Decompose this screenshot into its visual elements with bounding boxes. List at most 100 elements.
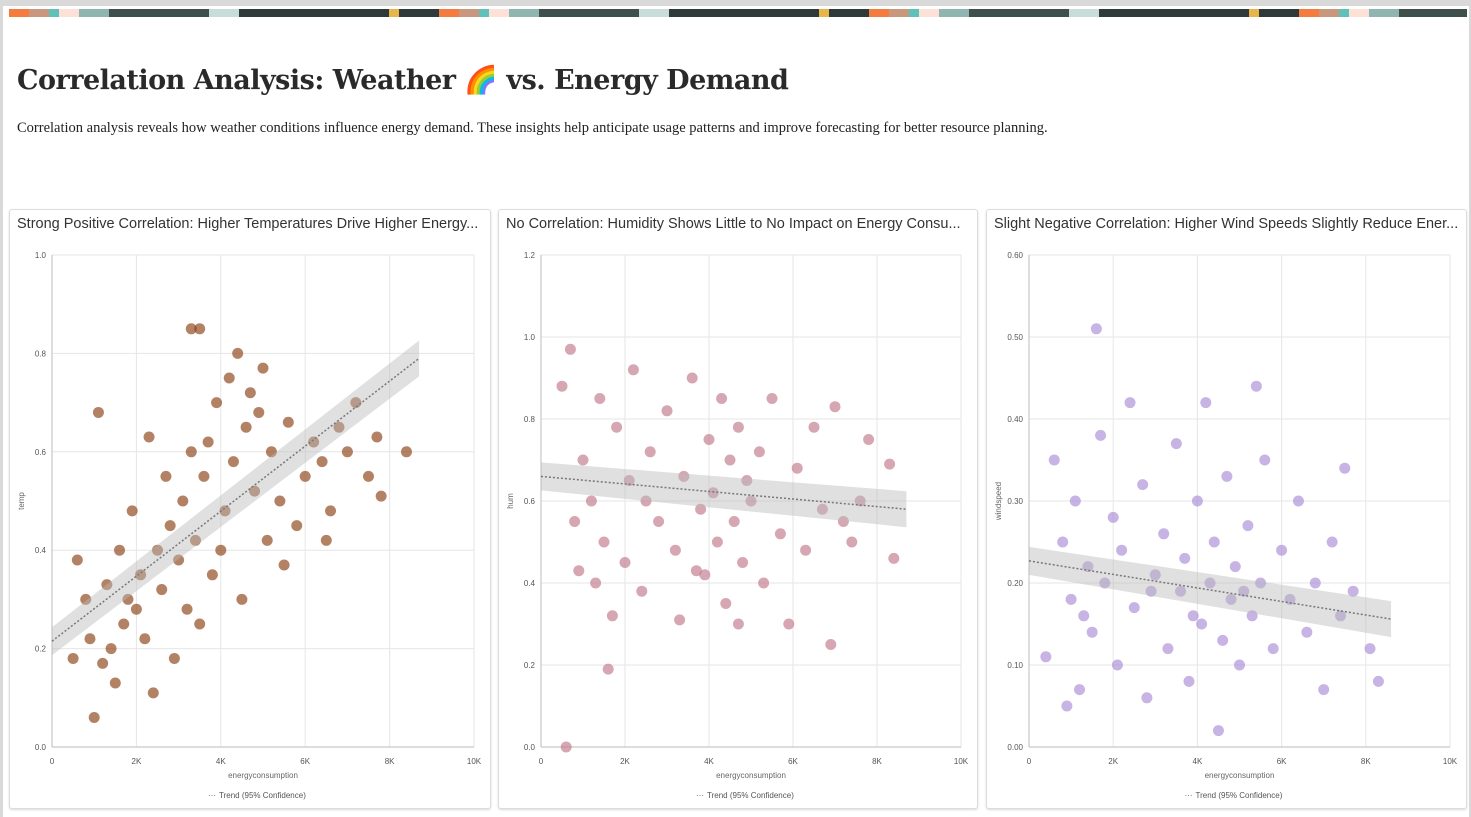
data-point xyxy=(707,487,719,499)
data-point xyxy=(640,495,652,507)
data-point xyxy=(164,520,176,532)
data-point xyxy=(569,516,581,527)
x-tick-label: 8K xyxy=(385,757,395,766)
data-point xyxy=(152,544,163,556)
data-point xyxy=(800,544,812,556)
data-point xyxy=(1242,520,1254,532)
y-tick-label: 1.0 xyxy=(524,333,536,342)
y-tick-label: 0.40 xyxy=(1007,415,1023,424)
data-point xyxy=(888,552,900,564)
data-point xyxy=(1074,684,1086,696)
data-point xyxy=(1078,610,1090,622)
data-point xyxy=(661,405,673,417)
data-point xyxy=(636,585,648,597)
data-point xyxy=(1175,585,1187,597)
data-point xyxy=(320,534,332,546)
data-point xyxy=(299,470,311,482)
data-point xyxy=(227,456,239,468)
data-point xyxy=(1057,536,1069,548)
data-point xyxy=(1065,593,1077,605)
data-point xyxy=(1309,577,1321,589)
data-point xyxy=(160,470,172,482)
data-point xyxy=(249,485,261,497)
data-point xyxy=(1292,495,1304,507)
data-point xyxy=(118,618,130,630)
data-point xyxy=(185,446,197,458)
data-point xyxy=(1335,610,1347,622)
x-tick-label: 10K xyxy=(954,757,969,766)
chart-card-humidity[interactable]: No Correlation: Humidity Shows Little to… xyxy=(498,209,978,809)
data-point xyxy=(257,362,269,374)
x-axis-label: energyconsumption xyxy=(716,771,786,780)
data-point xyxy=(627,364,639,376)
data-point xyxy=(109,677,121,689)
data-point xyxy=(139,633,151,645)
chart-card-temperature[interactable]: Strong Positive Correlation: Higher Temp… xyxy=(9,209,491,809)
data-point xyxy=(678,470,690,482)
data-point xyxy=(1048,454,1060,466)
data-point xyxy=(282,416,294,428)
chart-card-windspeed[interactable]: Slight Negative Correlation: Higher Wind… xyxy=(986,209,1467,809)
data-point xyxy=(732,618,744,630)
data-point xyxy=(1158,528,1170,540)
data-point xyxy=(1229,561,1241,573)
data-point xyxy=(724,454,736,466)
data-point xyxy=(1208,536,1220,548)
y-tick-label: 1.2 xyxy=(524,251,536,260)
data-point xyxy=(825,639,837,650)
data-point xyxy=(244,387,256,399)
x-tick-label: 8K xyxy=(872,757,882,766)
data-point xyxy=(1200,397,1212,409)
scatter-plot: 0 2K 4K 6K 8K 10K 0.00 0.10 0.20 0.30 0.40 0.50 0.60… xyxy=(994,251,1458,800)
x-axis-label: energyconsumption xyxy=(1205,771,1275,780)
data-point xyxy=(686,372,698,384)
data-point xyxy=(92,406,104,418)
data-point xyxy=(1137,479,1149,491)
data-point xyxy=(1217,634,1229,646)
data-point xyxy=(135,569,147,581)
x-tick-label: 4K xyxy=(216,757,226,766)
data-point xyxy=(1347,585,1359,597)
data-point xyxy=(1234,659,1245,671)
data-point xyxy=(173,554,185,566)
y-tick-label: 0.50 xyxy=(1007,333,1023,342)
data-point xyxy=(1183,675,1195,687)
data-point xyxy=(1111,659,1123,671)
data-point xyxy=(1086,626,1098,638)
x-tick-label: 4K xyxy=(1193,757,1203,766)
data-point xyxy=(1301,626,1313,638)
data-point xyxy=(1107,511,1119,523)
y-tick-label: 0.6 xyxy=(35,448,47,457)
y-tick-label: 0.6 xyxy=(524,497,536,506)
data-point xyxy=(88,711,100,723)
data-point xyxy=(206,569,218,581)
data-point xyxy=(884,458,896,470)
data-point xyxy=(1128,602,1140,614)
data-point xyxy=(122,593,134,605)
data-point xyxy=(774,528,786,540)
y-tick-label: 0.60 xyxy=(1007,251,1023,260)
data-point xyxy=(1364,643,1376,655)
y-tick-label: 0.2 xyxy=(35,645,47,654)
data-point xyxy=(371,431,383,443)
data-point xyxy=(400,446,412,458)
data-point xyxy=(189,534,201,546)
x-tick-label: 10K xyxy=(467,757,482,766)
data-point xyxy=(265,446,277,458)
data-point xyxy=(308,436,320,448)
x-tick-label: 6K xyxy=(1277,757,1287,766)
data-point xyxy=(1326,536,1338,548)
x-tick-label: 8K xyxy=(1361,757,1371,766)
y-tick-label: 0.4 xyxy=(524,579,536,588)
x-tick-label: 2K xyxy=(1108,757,1118,766)
data-point xyxy=(791,462,803,474)
data-point xyxy=(623,475,635,486)
data-point xyxy=(1191,495,1203,507)
data-point xyxy=(1250,380,1262,392)
data-point xyxy=(363,470,374,482)
decorative-banner xyxy=(9,9,1467,17)
data-point xyxy=(1225,593,1237,605)
legend-trend-label: Trend (95% Confidence) xyxy=(219,791,306,800)
data-point xyxy=(375,490,387,502)
x-axis-label: energyconsumption xyxy=(228,771,298,780)
